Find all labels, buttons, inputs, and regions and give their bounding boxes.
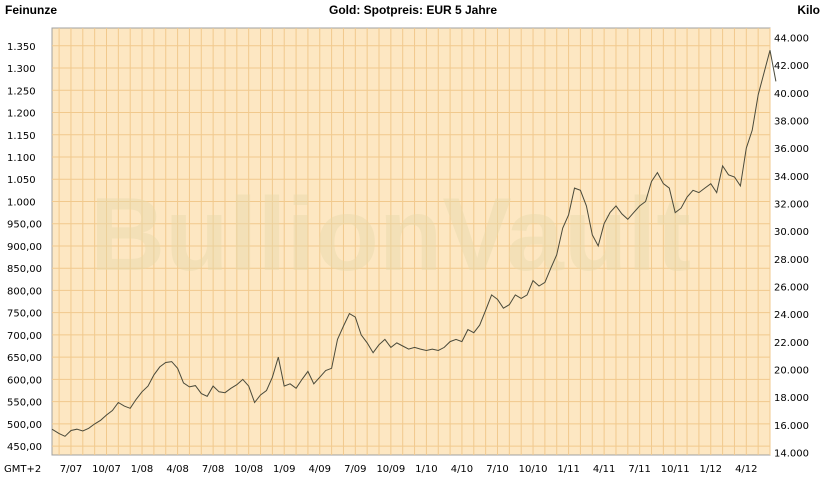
grid — [52, 28, 771, 455]
x-tick-label: 1/12 — [700, 464, 722, 475]
left-tick-label: 850,00 — [7, 264, 42, 275]
right-tick-label: 18.000 — [774, 393, 809, 404]
right-tick-label: 44.000 — [774, 34, 809, 45]
right-tick-label: 38.000 — [774, 117, 809, 128]
left-tick-label: 650,00 — [7, 353, 42, 364]
right-tick-label: 20.000 — [774, 366, 809, 377]
right-tick-label: 30.000 — [774, 227, 809, 238]
x-tick-label: 1/11 — [557, 464, 579, 475]
right-tick-label: 36.000 — [774, 144, 809, 155]
x-tick-label: 4/10 — [451, 464, 473, 475]
x-tick-label: 4/11 — [593, 464, 615, 475]
left-tick-label: 500,00 — [7, 420, 42, 431]
x-tick-label: 7/10 — [486, 464, 508, 475]
x-tick-label: 7/11 — [628, 464, 650, 475]
series-lines — [51, 50, 777, 437]
right-tick-label: 14.000 — [774, 449, 809, 460]
left-tick-label: 750,00 — [7, 309, 42, 320]
right-tick-label: 16.000 — [774, 421, 809, 432]
left-tick-label: 1.200 — [7, 109, 36, 120]
left-tick-label: 1.000 — [7, 197, 36, 208]
left-axis-unit: Feinunze — [5, 3, 58, 17]
right-tick-label: 22.000 — [774, 338, 809, 349]
x-tick-label: 7/09 — [344, 464, 366, 475]
left-tick-label: 600,00 — [7, 375, 42, 386]
x-tick-label: 10/08 — [234, 464, 263, 475]
left-tick-label: 1.350 — [7, 42, 36, 53]
right-tick-label: 32.000 — [774, 200, 809, 211]
timezone-label: GMT+2 — [4, 464, 41, 475]
left-tick-label: 1.150 — [7, 131, 36, 142]
x-tick-label: 7/08 — [202, 464, 224, 475]
plot-background — [51, 27, 771, 456]
left-tick-label: 1.050 — [7, 175, 36, 186]
x-tick-label: 4/08 — [166, 464, 188, 475]
x-tick-label: 10/09 — [376, 464, 405, 475]
x-tick-label: 10/10 — [519, 464, 548, 475]
left-tick-label: 1.250 — [7, 86, 36, 97]
x-tick-label: 1/10 — [415, 464, 437, 475]
left-tick-label: 800,00 — [7, 286, 42, 297]
left-tick-label: 550,00 — [7, 398, 42, 409]
left-tick-label: 700,00 — [7, 331, 42, 342]
x-tick-label: 1/08 — [131, 464, 153, 475]
right-tick-label: 40.000 — [774, 89, 809, 100]
right-axis-ticks: 14.000 16.000 18.000 20.000 22.000 24.000 26.0… — [774, 34, 809, 460]
left-tick-label: 450,00 — [7, 442, 42, 453]
x-tick-label: 10/11 — [661, 464, 690, 475]
x-tick-label: 4/12 — [735, 464, 757, 475]
left-tick-label: 1.300 — [7, 64, 36, 75]
left-tick-label: 900,00 — [7, 242, 42, 253]
right-tick-label: 24.000 — [774, 310, 809, 321]
x-tick-label: 1/09 — [273, 464, 295, 475]
price-line — [51, 50, 777, 437]
left-tick-label: 1.100 — [7, 153, 36, 164]
left-axis-ticks: 450,00 500,00 550,00 600,00 650,00 700,00 750,… — [7, 42, 42, 453]
right-tick-label: 34.000 — [774, 172, 809, 183]
right-axis-unit: Kilo — [797, 3, 820, 17]
chart-title: Gold: Spotpreis: EUR 5 Jahre — [328, 3, 498, 17]
x-tick-label: 4/09 — [309, 464, 331, 475]
watermark: BullionVault — [90, 177, 691, 293]
x-tick-label: 10/07 — [92, 464, 121, 475]
right-tick-label: 26.000 — [774, 283, 809, 294]
x-tick-label: 7/07 — [60, 464, 82, 475]
left-tick-label: 950,00 — [7, 220, 42, 231]
x-axis-ticks: 7/07 10/07 1/08 4/08 7/08 10/08 1/09 4/09 7/09 10… — [60, 464, 758, 475]
right-tick-label: 42.000 — [774, 61, 809, 72]
right-tick-label: 28.000 — [774, 255, 809, 266]
